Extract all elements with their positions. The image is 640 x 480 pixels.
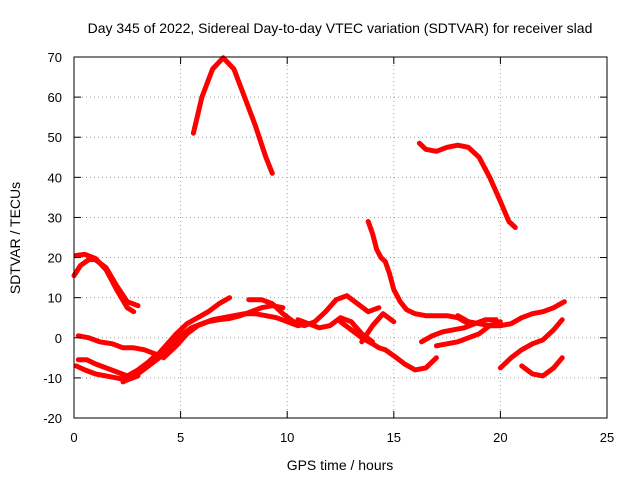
series-arc-8 [141, 295, 233, 369]
x-tick-label: 10 [280, 430, 294, 445]
y-tick-label: 60 [48, 90, 62, 105]
series-arc-19 [497, 317, 565, 371]
x-tick-label: 5 [177, 430, 184, 445]
series-arc-2 [73, 251, 137, 315]
series-arc-10 [246, 293, 382, 329]
series-arc-7 [120, 311, 311, 385]
x-axis-label: GPS time / hours [287, 457, 394, 473]
y-tick-label: 40 [48, 170, 62, 185]
data-series [71, 55, 567, 385]
series-arc-18 [455, 299, 567, 329]
x-tick-label: 25 [600, 430, 614, 445]
series-arc-15 [416, 140, 518, 230]
series-arc-20 [519, 355, 565, 379]
series-arc-12 [338, 319, 439, 373]
x-tick-label: 20 [493, 430, 507, 445]
series-arc-11 [295, 315, 375, 345]
series-arc-14 [365, 219, 471, 327]
y-tick-label: 0 [55, 331, 62, 346]
chart-title: Day 345 of 2022, Sidereal Day-to-day VTE… [88, 20, 593, 36]
y-tick-label: 50 [48, 130, 62, 145]
series-arc-13 [359, 311, 397, 345]
y-axis-label: SDTVAR / TECUs [7, 182, 23, 294]
x-tick-label: 0 [70, 430, 77, 445]
series-arc-3 [190, 55, 275, 176]
axis-ticks: -20 -10 0 10 20 30 40 50 60 70 0 5 10 15 20 25 [43, 50, 614, 445]
series-arc-9 [161, 303, 286, 361]
y-tick-label: -20 [43, 411, 62, 426]
grid-lines [74, 57, 607, 418]
series-arc-6 [75, 333, 158, 357]
y-tick-label: 10 [48, 291, 62, 306]
y-tick-label: -10 [43, 371, 62, 386]
y-tick-label: 30 [48, 210, 62, 225]
y-tick-label: 70 [48, 50, 62, 65]
x-tick-label: 15 [387, 430, 401, 445]
plot-frame [73, 56, 608, 419]
series-arc-16 [419, 317, 499, 345]
y-tick-label: 20 [48, 251, 62, 266]
